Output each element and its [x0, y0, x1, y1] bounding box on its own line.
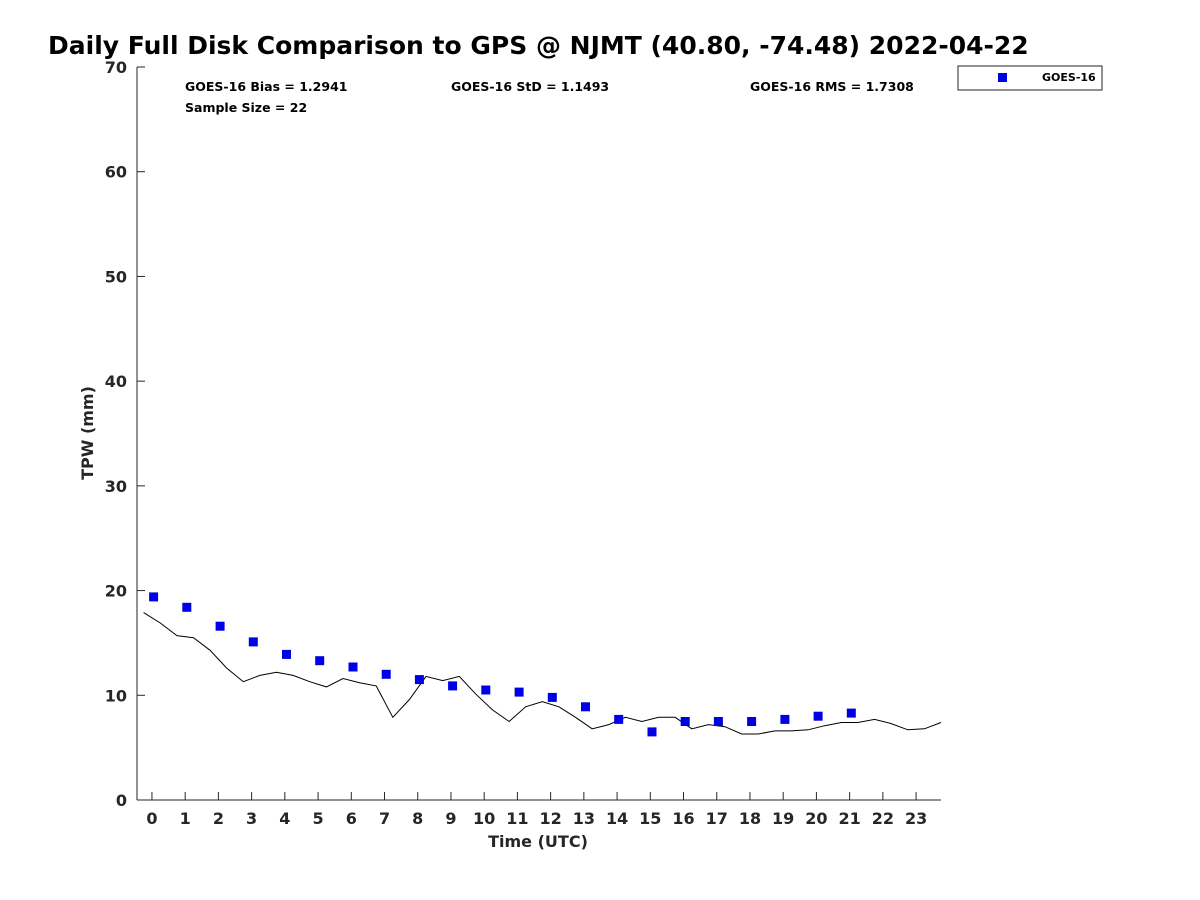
x-tick-label: 19: [772, 809, 794, 828]
legend-marker-goes16: [998, 73, 1007, 82]
y-tick-label: 0: [116, 791, 127, 810]
x-tick-label: 3: [246, 809, 257, 828]
x-tick-label: 0: [146, 809, 157, 828]
goes16-data-point: [414, 675, 424, 685]
y-tick-label: 40: [105, 372, 127, 391]
goes16-data-point: [614, 714, 624, 724]
stat-rms: GOES-16 RMS = 1.7308: [750, 79, 914, 94]
legend-label-goes16: GOES-16: [1042, 71, 1096, 84]
goes16-data-point: [846, 708, 856, 718]
x-tick-label: 9: [445, 809, 456, 828]
goes16-data-point: [680, 717, 690, 726]
x-tick-label: 6: [346, 809, 357, 828]
goes16-data-point: [813, 711, 823, 721]
x-tick-label: 11: [506, 809, 528, 828]
x-tick-label: 10: [473, 809, 495, 828]
goes16-data-point: [215, 621, 225, 631]
goes16-data-point: [182, 602, 192, 612]
x-tick-label: 13: [573, 809, 595, 828]
x-tick-label: 21: [839, 809, 861, 828]
goes16-data-point: [713, 717, 723, 726]
goes16-data-point: [547, 692, 557, 702]
x-tick-label: 12: [539, 809, 561, 828]
goes16-data-point: [780, 714, 790, 724]
goes16-data-point: [282, 649, 291, 659]
series-goes16-points: [149, 592, 856, 737]
y-tick-label: 60: [105, 163, 127, 182]
x-tick-label: 16: [672, 809, 694, 828]
stat-std: GOES-16 StD = 1.1493: [451, 79, 609, 94]
x-ticks: 0 1 2 3 4 5 6 7 8 9 10 11 12 13 14 15 16 17 18 19 20 21 22 23: [146, 792, 927, 828]
x-tick-label: 22: [872, 809, 894, 828]
x-tick-label: 20: [805, 809, 827, 828]
y-ticks: 0 10 20 30 40 50 60 70: [105, 58, 145, 810]
y-axis-label: TPW (mm): [78, 386, 97, 480]
y-tick-label: 50: [105, 267, 127, 286]
y-tick-label: 20: [105, 582, 127, 601]
goes16-data-point: [381, 669, 391, 679]
x-tick-label: 1: [180, 809, 191, 828]
x-tick-label: 15: [639, 809, 661, 828]
x-tick-label: 23: [905, 809, 927, 828]
y-tick-label: 70: [105, 58, 127, 77]
goes16-data-point: [747, 717, 757, 726]
x-tick-label: 2: [213, 809, 224, 828]
goes16-data-point: [581, 702, 590, 712]
x-tick-label: 14: [606, 809, 628, 828]
goes16-data-point: [248, 637, 258, 647]
y-tick-label: 10: [105, 686, 127, 705]
x-tick-label: 5: [312, 809, 323, 828]
legend: GOES-16: [957, 65, 1103, 91]
x-tick-label: 17: [706, 809, 728, 828]
goes16-data-point: [315, 656, 325, 666]
goes16-data-point: [149, 592, 159, 602]
stat-sample-size: Sample Size = 22: [185, 100, 307, 115]
y-tick-label: 30: [105, 477, 127, 496]
x-axis-label: Time (UTC): [488, 832, 588, 851]
chart-title: Daily Full Disk Comparison to GPS @ NJMT…: [48, 31, 1029, 60]
goes16-data-point: [348, 662, 358, 672]
x-tick-label: 4: [279, 809, 290, 828]
legend-box: [957, 65, 1103, 91]
x-tick-label: 18: [739, 809, 761, 828]
goes16-data-point: [514, 687, 524, 697]
goes16-data-point: [481, 685, 491, 695]
x-tick-label: 8: [412, 809, 423, 828]
goes16-data-point: [647, 727, 657, 737]
stat-bias: GOES-16 Bias = 1.2941: [185, 79, 347, 94]
x-tick-label: 7: [379, 809, 390, 828]
goes16-data-point: [448, 681, 458, 691]
series-line-gps: [143, 612, 942, 735]
